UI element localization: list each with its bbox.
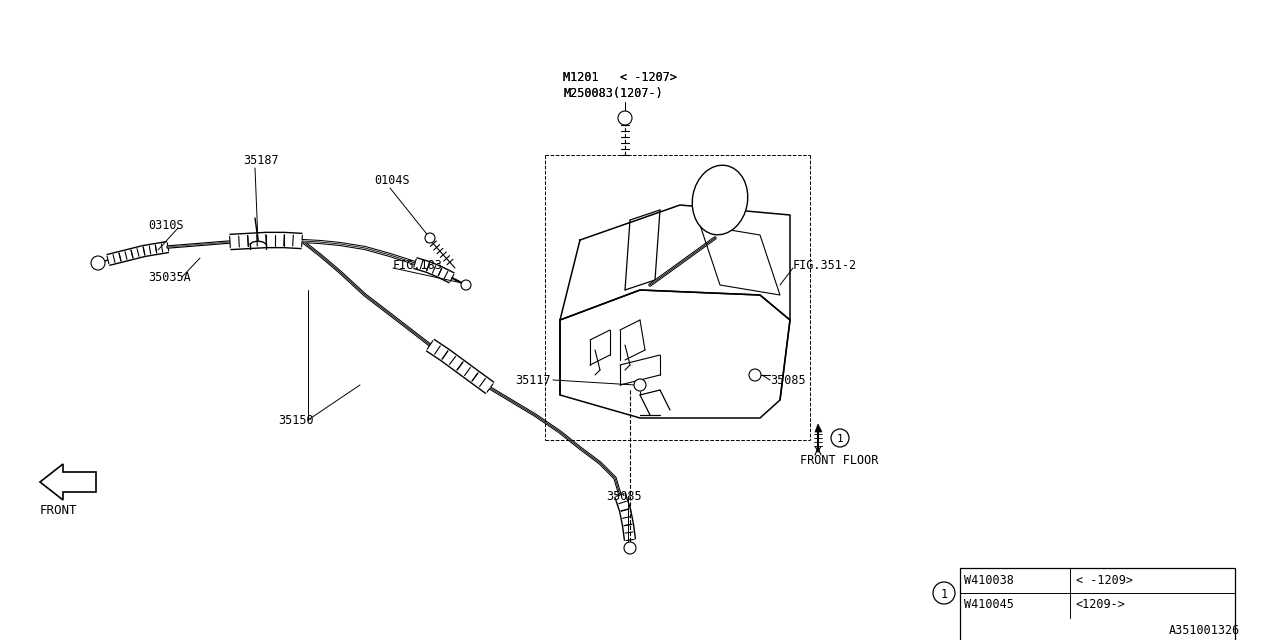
Circle shape	[461, 280, 471, 290]
Text: W410045: W410045	[964, 598, 1014, 611]
Text: 35085: 35085	[771, 374, 805, 387]
Text: M1201   < -1207>: M1201 < -1207>	[563, 70, 677, 83]
Text: FIG.351-2: FIG.351-2	[794, 259, 858, 271]
Circle shape	[618, 111, 632, 125]
Circle shape	[831, 429, 849, 447]
Text: FRONT FLOOR: FRONT FLOOR	[800, 454, 878, 467]
Text: W410038: W410038	[964, 573, 1014, 586]
Circle shape	[91, 256, 105, 270]
Text: 0104S: 0104S	[374, 173, 410, 186]
Bar	[960, 568, 1235, 640]
Text: 35085: 35085	[605, 490, 641, 502]
Text: FRONT: FRONT	[40, 504, 77, 516]
Circle shape	[425, 233, 435, 243]
Text: 35150: 35150	[278, 413, 314, 426]
Circle shape	[933, 582, 955, 604]
Circle shape	[749, 369, 762, 381]
Text: <1209->: <1209->	[1076, 598, 1126, 611]
Polygon shape	[40, 464, 96, 500]
Text: 1: 1	[837, 434, 844, 444]
Text: M1201   < -1207>: M1201 < -1207>	[563, 70, 677, 83]
Text: 35035A: 35035A	[148, 271, 191, 284]
Text: FIG.183: FIG.183	[393, 259, 443, 271]
Text: 0310S: 0310S	[148, 218, 183, 232]
Text: 35117: 35117	[516, 374, 550, 387]
Polygon shape	[815, 424, 822, 432]
Text: A351001326: A351001326	[1169, 623, 1240, 637]
Circle shape	[634, 379, 646, 391]
Ellipse shape	[692, 165, 748, 235]
Text: 1: 1	[941, 588, 947, 600]
Circle shape	[625, 542, 636, 554]
Text: M250083(1207-): M250083(1207-)	[563, 86, 663, 99]
Text: < -1209>: < -1209>	[1076, 573, 1133, 586]
Text: M250083(1207-): M250083(1207-)	[563, 86, 663, 99]
Text: 35187: 35187	[243, 154, 279, 166]
